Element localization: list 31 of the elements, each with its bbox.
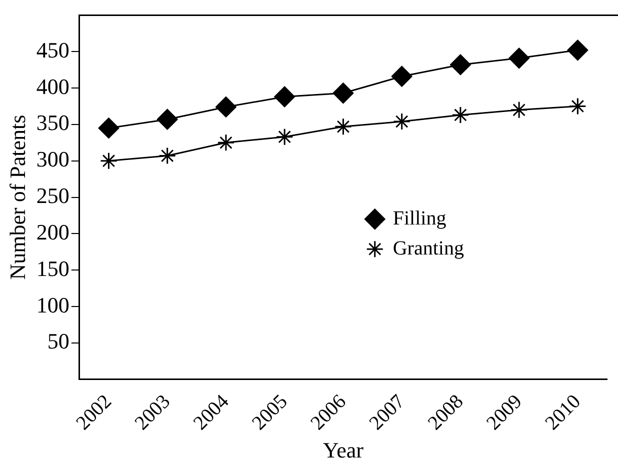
x-axis-title: Year <box>322 438 364 463</box>
point <box>156 108 178 130</box>
point <box>100 152 118 170</box>
y-tick-label: 400 <box>36 74 70 99</box>
point <box>215 96 236 118</box>
y-tick-label: 450 <box>36 37 70 62</box>
point <box>452 106 470 124</box>
point <box>334 118 352 136</box>
y-tick-label: 250 <box>36 183 70 208</box>
y-tick-label: 200 <box>36 219 70 244</box>
legend-label: Granting <box>392 237 464 260</box>
point <box>393 112 411 130</box>
point <box>567 40 588 61</box>
point <box>158 147 176 165</box>
point <box>274 86 296 108</box>
y-tick-label: 300 <box>36 146 70 172</box>
legend-label: Filling <box>392 207 446 230</box>
point <box>98 118 120 139</box>
y-tick-label: 350 <box>36 110 70 136</box>
point <box>217 134 235 152</box>
point <box>510 101 528 119</box>
y-tick-label: 100 <box>36 292 70 318</box>
y-tick-label: 50 <box>47 328 70 354</box>
point <box>391 66 412 87</box>
point <box>332 82 354 104</box>
point <box>568 97 586 115</box>
point <box>508 48 530 69</box>
y-axis-title: Number of Patents <box>4 114 30 280</box>
y-tick-label: 150 <box>36 256 70 281</box>
point <box>276 128 294 146</box>
point <box>450 54 471 76</box>
